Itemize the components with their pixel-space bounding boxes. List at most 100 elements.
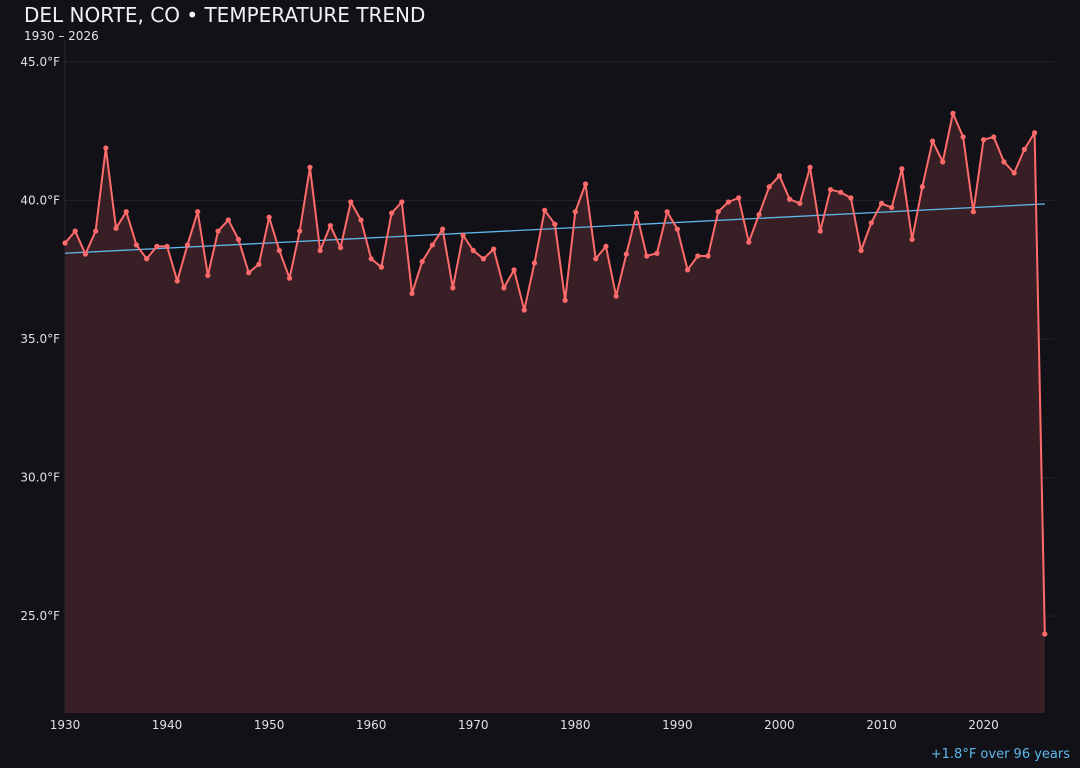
data-point xyxy=(276,247,282,254)
data-point xyxy=(144,256,150,262)
data-point xyxy=(766,184,772,190)
x-tick-label: 1940 xyxy=(152,718,183,732)
data-point xyxy=(450,285,456,291)
data-point xyxy=(603,243,609,249)
data-point xyxy=(858,247,864,254)
data-point xyxy=(266,214,272,220)
data-point xyxy=(715,209,721,215)
data-point xyxy=(950,110,956,116)
data-point xyxy=(1001,159,1007,165)
data-point xyxy=(542,207,548,213)
data-point xyxy=(419,258,425,265)
data-point xyxy=(746,239,752,245)
data-point xyxy=(787,196,793,202)
data-point xyxy=(960,134,966,140)
data-point xyxy=(593,256,599,262)
data-point xyxy=(399,199,405,205)
data-point xyxy=(552,221,558,227)
data-point xyxy=(327,222,333,229)
data-point xyxy=(460,232,466,238)
data-point xyxy=(235,236,242,243)
data-point xyxy=(868,220,874,226)
data-point xyxy=(93,228,99,234)
data-point xyxy=(307,164,313,170)
data-point xyxy=(531,260,538,266)
data-point xyxy=(72,228,78,234)
data-point xyxy=(184,242,191,248)
data-point xyxy=(664,209,670,215)
x-tick-label: 1980 xyxy=(560,718,591,732)
data-point xyxy=(889,204,895,211)
data-point xyxy=(644,253,650,259)
data-point xyxy=(1042,631,1048,637)
data-point xyxy=(154,243,160,249)
data-point xyxy=(940,159,946,165)
data-point xyxy=(705,253,711,259)
data-point xyxy=(286,275,293,281)
data-point xyxy=(848,195,854,201)
chart-subtitle: 1930 – 2026 xyxy=(24,29,99,43)
data-point xyxy=(878,200,885,207)
data-point xyxy=(133,242,140,248)
data-point xyxy=(511,267,517,273)
data-point xyxy=(470,247,476,254)
y-tick-label: 40.0°F xyxy=(20,194,60,208)
y-tick-label: 30.0°F xyxy=(20,471,60,485)
data-point xyxy=(654,250,660,256)
data-point xyxy=(82,251,89,257)
data-point xyxy=(388,210,395,216)
data-point xyxy=(807,164,813,170)
data-point xyxy=(1011,170,1017,176)
data-point xyxy=(491,246,497,252)
y-tick-label: 25.0°F xyxy=(20,609,60,623)
data-point xyxy=(429,242,436,248)
data-point xyxy=(797,200,803,207)
data-point xyxy=(929,138,936,144)
x-tick-label: 1990 xyxy=(662,718,693,732)
data-point xyxy=(62,240,68,246)
y-tick-label: 45.0°F xyxy=(20,55,60,69)
data-point xyxy=(1031,130,1038,136)
data-point xyxy=(246,270,252,276)
data-point xyxy=(225,217,231,223)
data-point xyxy=(623,251,629,257)
data-point xyxy=(980,137,987,143)
data-point xyxy=(205,272,211,279)
data-point xyxy=(633,210,640,216)
data-point xyxy=(440,226,446,232)
data-point xyxy=(1021,146,1027,152)
data-point xyxy=(695,253,701,259)
data-point xyxy=(919,184,925,190)
data-point xyxy=(582,181,589,187)
data-point xyxy=(378,264,384,270)
data-point xyxy=(817,228,823,234)
data-point xyxy=(991,134,997,140)
area-fill xyxy=(65,113,1045,713)
data-point xyxy=(521,307,527,313)
data-point xyxy=(776,173,783,179)
data-point xyxy=(736,195,742,201)
data-point xyxy=(123,209,129,215)
chart-title: DEL NORTE, CO • TEMPERATURE TREND xyxy=(24,3,426,27)
data-point xyxy=(613,293,619,299)
x-tick-label: 1950 xyxy=(254,718,285,732)
data-point xyxy=(562,297,568,303)
data-point xyxy=(970,209,976,215)
x-tick-label: 1970 xyxy=(458,718,489,732)
data-point xyxy=(297,228,303,234)
data-point xyxy=(756,211,762,218)
data-point xyxy=(909,236,915,243)
x-tick-label: 1930 xyxy=(50,718,81,732)
data-point xyxy=(358,217,364,223)
data-point xyxy=(674,226,680,232)
data-point xyxy=(164,243,170,249)
data-point xyxy=(684,267,691,273)
data-point xyxy=(103,145,109,151)
x-tick-label: 2020 xyxy=(968,718,999,732)
data-point xyxy=(368,256,374,262)
data-point xyxy=(195,209,201,215)
data-point xyxy=(174,278,180,284)
x-tick-label: 2000 xyxy=(764,718,795,732)
y-tick-label: 35.0°F xyxy=(20,332,60,346)
